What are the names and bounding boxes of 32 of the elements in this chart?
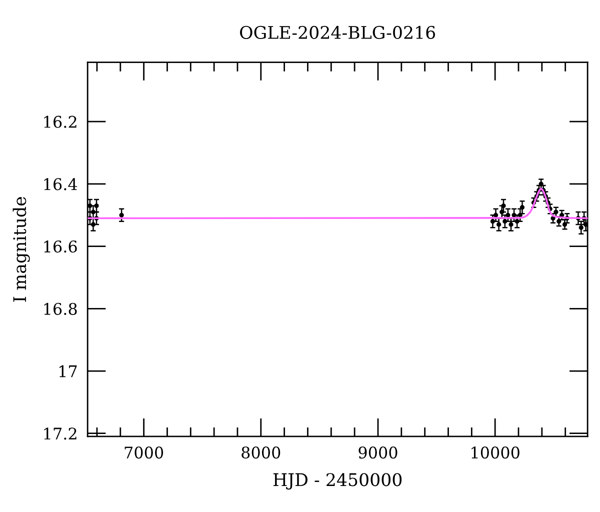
x-tick-label: 7000 xyxy=(124,446,164,459)
y-tick-label: 16.6 xyxy=(44,240,77,253)
y-tick-label: 16.4 xyxy=(44,178,78,190)
point xyxy=(556,219,562,224)
chart-title: OGLE-2024-BLG-0216 xyxy=(240,26,436,39)
x-tick-label: 10000 xyxy=(472,446,520,459)
point xyxy=(94,203,99,208)
point xyxy=(508,222,514,227)
point xyxy=(518,212,522,218)
point xyxy=(490,219,496,224)
point xyxy=(506,212,510,218)
y-tick-label: 17 xyxy=(60,365,77,378)
x-tick-label: 9000 xyxy=(358,446,398,459)
point xyxy=(554,210,558,214)
point xyxy=(512,212,516,218)
line-series xyxy=(88,188,588,220)
y-tick-label: 17.2 xyxy=(44,428,76,440)
point xyxy=(90,222,96,227)
point xyxy=(90,210,96,214)
point xyxy=(119,212,124,218)
point xyxy=(514,219,520,224)
point xyxy=(496,222,502,227)
x-tick-label: 8000 xyxy=(242,446,280,459)
y-tick-label: 16.8 xyxy=(44,302,77,315)
y-axis-title: I magnitude xyxy=(12,196,30,302)
point xyxy=(493,212,498,218)
point xyxy=(502,219,508,224)
point xyxy=(562,222,568,227)
y-tick-label: 16.2 xyxy=(44,116,76,128)
x-axis-title: HJD - 2450000 xyxy=(273,473,402,490)
point xyxy=(578,225,584,230)
point xyxy=(88,203,92,208)
